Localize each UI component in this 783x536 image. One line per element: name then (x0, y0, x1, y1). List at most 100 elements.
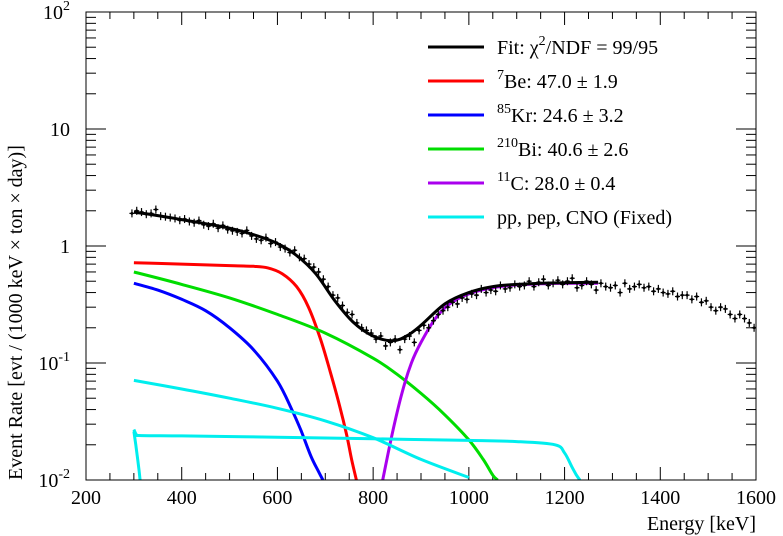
data-point (655, 284, 661, 293)
data-point (344, 308, 350, 317)
data-point (239, 229, 245, 238)
data-point-marker (235, 230, 239, 234)
data-point (220, 221, 226, 230)
data-point (627, 284, 633, 293)
data-point-marker (494, 289, 498, 293)
data-point (478, 284, 484, 293)
data-point (421, 321, 427, 330)
data-point (665, 289, 671, 298)
data-point-marker (489, 288, 493, 292)
data-point (660, 288, 666, 297)
data-point (148, 209, 154, 218)
data-point (689, 295, 695, 304)
data-point (134, 206, 140, 215)
curve-bi210 (133, 270, 499, 480)
data-point-marker (422, 323, 426, 327)
data-point-marker (355, 321, 359, 325)
legend-label-bi210: 210Bi: 40.6 ± 2.6 (497, 136, 628, 161)
data-point (402, 335, 408, 344)
legend-label-cno: pp, pep, CNO (Fixed) (497, 207, 672, 229)
data-point-marker (283, 247, 287, 251)
data-point-marker (537, 280, 541, 284)
data-point-marker (623, 281, 627, 285)
data-point-marker (685, 293, 689, 297)
data-point-marker (293, 248, 297, 252)
data-point (172, 214, 178, 223)
legend: Fit: χ2/NDF = 99/95 7Be: 47.0 ± 1.9 85Kr: … (428, 34, 672, 229)
data-point-marker (384, 344, 387, 348)
data-point-marker (499, 284, 502, 287)
data-point (244, 226, 250, 235)
data-point-marker (288, 251, 292, 254)
data-point-marker (369, 331, 373, 335)
data-point (746, 318, 752, 327)
data-point-marker (149, 211, 153, 215)
data-point (641, 283, 647, 292)
legend-label-be7: 7Be: 47.0 ± 1.9 (497, 68, 618, 93)
data-point (139, 208, 145, 217)
plot-frame (85, 11, 757, 481)
data-point-marker (250, 234, 253, 238)
data-point-marker (556, 278, 560, 282)
data-point (335, 293, 341, 302)
data-point (320, 275, 326, 284)
data-point-marker (350, 313, 354, 316)
data-point-marker (604, 285, 608, 288)
data-point-marker (460, 296, 464, 300)
data-point-marker (436, 313, 440, 316)
data-point (545, 281, 551, 290)
data-point (651, 287, 657, 296)
data-point (354, 318, 360, 327)
data-point (722, 304, 728, 313)
data-point-marker (408, 334, 411, 338)
data-point (521, 281, 527, 290)
data-point (167, 213, 173, 222)
x-tick-label: 1400 (640, 487, 680, 509)
data-point (579, 281, 585, 290)
data-point (430, 316, 436, 325)
data-point-marker (226, 228, 230, 232)
data-point-marker (743, 317, 746, 320)
data-point (263, 233, 269, 242)
data-point-marker (365, 328, 368, 332)
data-point-marker (532, 285, 536, 288)
data-point (378, 332, 384, 341)
data-point (253, 234, 259, 243)
data-point-marker (618, 291, 622, 294)
data-point-marker (709, 305, 713, 309)
data-point-marker (245, 228, 249, 232)
data-point (564, 277, 570, 286)
data-point-marker (633, 285, 636, 288)
data-point (555, 276, 561, 285)
data-point (153, 205, 159, 214)
legend-item-kr85: 85Kr: 24.6 ± 3.2 (428, 102, 624, 127)
data-point (249, 231, 255, 240)
data-point (158, 212, 164, 221)
data-point-marker (183, 217, 186, 221)
data-point (296, 253, 302, 262)
data-point (517, 282, 523, 291)
data-point-marker (388, 340, 392, 344)
data-point (502, 284, 508, 293)
data-point (459, 293, 465, 302)
data-point-marker (613, 284, 617, 287)
data-point (445, 303, 451, 312)
data-point (483, 288, 489, 297)
data-point-marker (642, 286, 646, 290)
data-point (440, 306, 446, 315)
data-point-marker (173, 217, 177, 220)
x-tick-label: 200 (71, 487, 101, 509)
curve-pp-steep (132, 431, 142, 480)
data-point-marker (302, 257, 306, 261)
data-point (464, 295, 470, 304)
data-point-marker (168, 216, 172, 219)
data-point (507, 283, 513, 292)
data-point-marker (690, 297, 694, 301)
data-point-marker (164, 215, 167, 219)
data-point (474, 291, 480, 300)
data-point-marker (231, 229, 234, 233)
data-point (186, 217, 192, 226)
data-point (742, 314, 748, 323)
data-point (488, 286, 494, 295)
